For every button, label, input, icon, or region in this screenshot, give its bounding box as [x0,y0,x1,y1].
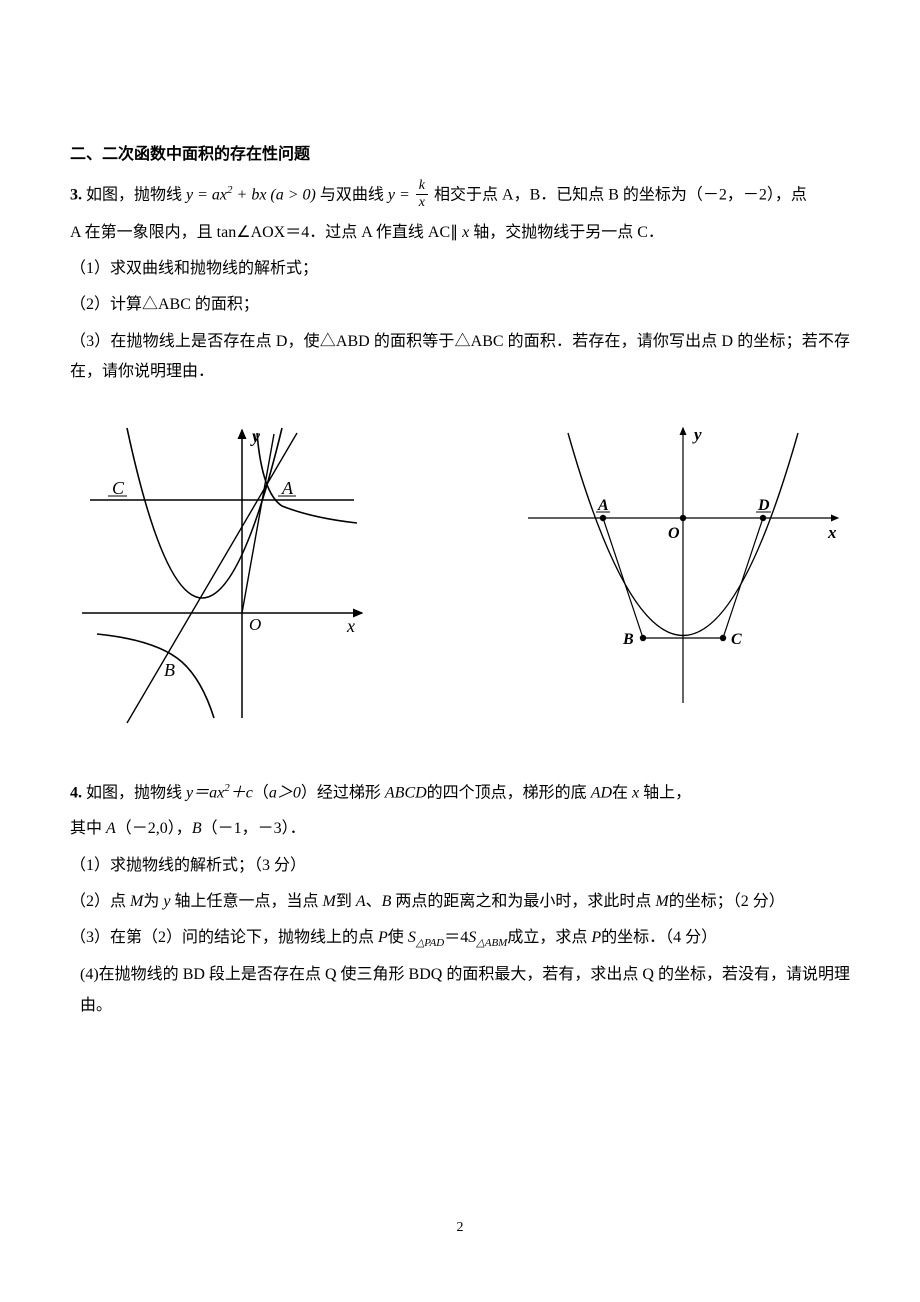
p3-text-2: 与双曲线 [320,187,384,204]
p3-line2-x: x [458,224,473,241]
p4-coordB: （－1，－3）． [202,820,306,837]
p4-q2g: 的坐标；（2 分） [669,893,785,910]
fig1-label-A: A [281,478,294,498]
figures-row: y x O A C B [70,418,850,728]
p4-line2: 其中 A（－2,0），B（－1，－3）． [70,814,850,844]
p4-ad: AD [591,784,612,801]
p4-q2d: 到 [336,893,356,910]
p3-line2-a: A 在第一象限内，且 tan∠AOX＝4．过点 A 作直线 AC∥ [70,224,458,241]
fig1-label-B: B [164,660,175,680]
p3-frac-den: x [416,195,428,210]
p4-q1: （1）求抛物线的解析式；（3 分） [70,851,850,881]
p4-q3b: 使 [388,929,408,946]
p3-frac: kx [416,179,428,210]
p4-ptA: A [106,820,116,837]
p4-q2M2: M [322,893,335,910]
p4-q2c: 轴上任意一点，当点 [170,893,322,910]
p4-eq-c: a＞0 [269,784,301,801]
p4-coordA: （－2,0）， [116,820,192,837]
p4-number: 4. [70,784,82,801]
p4-q3c: 成立，求点 [507,929,591,946]
p4-q3a: （3）在第（2）问的结论下，抛物线上的点 [70,929,378,946]
fig2-label-A: A [597,497,609,514]
p4-q3S1a: S [408,929,416,946]
p3-eq1-b: + bx (a > 0) [233,187,316,204]
p4-eq-b: ＋c [230,784,253,801]
fig2-label-O: O [668,525,680,542]
p4-abcd: ABCD [385,784,427,801]
p4-t5: 在 [612,784,632,801]
fig1-label-y: y [250,426,261,446]
p4-q2: （2）点 M为 y 轴上任意一点，当点 M到 A、B 两点的距离之和为最小时，求… [70,887,850,917]
p4-q2M1: M [130,893,143,910]
p4-q3S1b: △PAD [416,938,444,950]
fig2-label-C: C [731,631,742,648]
section-heading: 二、二次函数中面积的存在性问题 [70,140,850,170]
p3-frac-num: k [416,179,428,195]
figure-1: y x O A C B [72,418,372,728]
p3-line1: 3. 如图，抛物线 y = ax2 + bx (a > 0) 与双曲线 y = … [70,180,850,211]
p4-q2M3: M [655,893,668,910]
p4-q3eq: ＝4 [444,929,468,946]
p3-eq2-a: y = [388,187,414,204]
p4-q3: （3）在第（2）问的结论下，抛物线上的点 P使 S△PAD＝4S△ABM成立，求… [70,923,850,954]
p4-t1: 如图，抛物线 [86,784,186,801]
p4-q2e: 、 [366,893,382,910]
p3-q2: （2）计算△ABC 的面积； [70,290,850,320]
p3-q3: （3）在抛物线上是否存在点 D，使△ABD 的面积等于△ABC 的面积．若存在，… [70,327,850,388]
p4-q2a: （2）点 [70,893,130,910]
p4-q3P1: P [378,929,388,946]
p4-q2A: A [356,893,366,910]
p4-q3S2b: △ABM [476,938,507,950]
p3-line2-b: 轴，交抛物线于另一点 C． [473,224,664,241]
fig1-label-x: x [346,616,355,636]
p4-q2b: 为 [143,893,163,910]
p4-q2B: B [382,893,392,910]
p3-text-3: 相交于点 A，B．已知点 B 的坐标为（－2，－2），点 [434,187,807,204]
p4-q4: (4)在抛物线的 BD 段上是否存在点 Q 使三角形 BDQ 的面积最大，若有，… [70,960,850,1021]
figure-2: y x O A D B C [518,418,848,728]
fig1-label-C: C [112,478,125,498]
p4-q3d: 的坐标．（4 分） [601,929,717,946]
page-container: 二、二次函数中面积的存在性问题 3. 如图，抛物线 y = ax2 + bx (… [0,0,920,1302]
p4-q3P2: P [591,929,601,946]
p4-t2: （ [253,784,269,801]
p4-l2a: 其中 [70,820,106,837]
p4-ptB: B [192,820,202,837]
fig2-label-D: D [757,497,770,514]
p4-eq-a: y＝ax [186,784,224,801]
p4-t3: ）经过梯形 [301,784,385,801]
p3-eq1-a: y = ax [186,187,227,204]
fig1-label-O: O [249,615,261,634]
p3-text-1: 如图，抛物线 [86,187,182,204]
fig2-label-x: x [827,523,837,542]
p3-line2: A 在第一象限内，且 tan∠AOX＝4．过点 A 作直线 AC∥ x 轴，交抛… [70,218,850,248]
fig2-label-y: y [692,425,702,444]
fig2-label-B: B [622,631,634,648]
p3-q1: （1）求双曲线和抛物线的解析式； [70,254,850,284]
p4-t6: 轴上， [639,784,691,801]
p4-line1: 4. 如图，抛物线 y＝ax2＋c（a＞0）经过梯形 ABCD的四个顶点，梯形的… [70,778,850,809]
p4-q2f: 两点的距离之和为最小时，求此时点 [391,893,655,910]
p4-t4: 的四个顶点，梯形的底 [427,784,591,801]
page-number: 2 [0,1215,920,1242]
p3-number: 3. [70,187,82,204]
